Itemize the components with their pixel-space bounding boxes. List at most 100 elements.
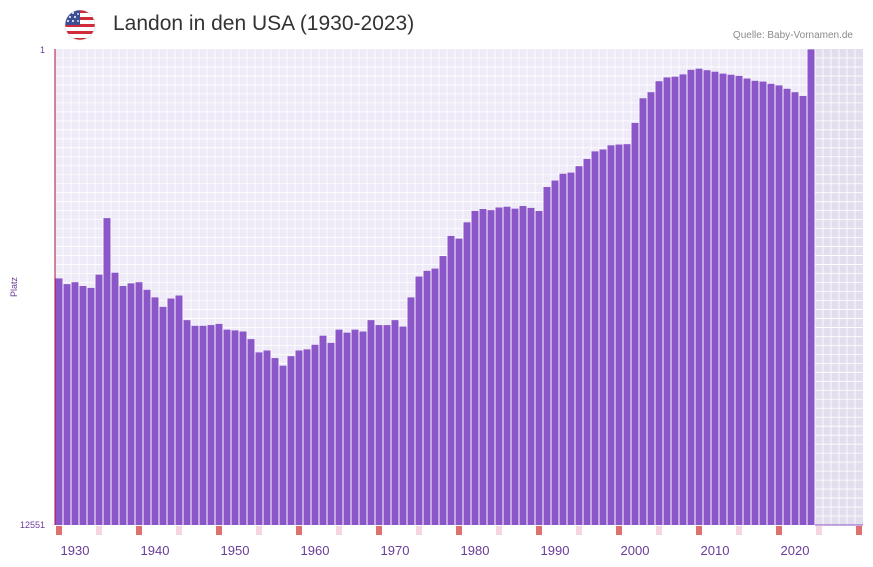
bar [695,68,703,525]
bar [511,208,519,526]
bar [143,289,151,525]
bar [495,207,503,525]
decade-marker [296,526,302,535]
bar [335,329,343,525]
bar [71,282,79,525]
half-decade-marker [416,526,422,535]
decade-marker [616,526,622,535]
bar [255,352,263,525]
decade-marker [776,526,782,535]
decade-marker [856,526,862,535]
x-tick-label: 1950 [221,543,250,558]
bar [463,222,471,525]
bar [263,350,271,525]
bar [103,218,111,525]
bar [311,344,319,525]
bar [623,144,631,525]
bar [487,210,495,525]
bar [759,81,767,526]
bar [711,71,719,525]
bar [127,283,135,525]
bar [343,332,351,525]
bar [295,350,303,525]
decade-marker [536,526,542,535]
bar [111,272,119,525]
x-tick-label: 2010 [701,543,730,558]
bar [583,158,591,525]
bar [751,80,759,525]
bar [279,365,287,525]
bar [615,144,623,525]
bar [727,74,735,526]
us-flag-icon [64,9,96,41]
bar [367,320,375,525]
bar [503,206,511,525]
bar [399,326,407,525]
bar [191,325,199,525]
decade-marker [216,526,222,535]
source-label: Quelle: Baby-Vornamen.de [732,30,853,41]
bar [775,85,783,525]
bar [783,88,791,525]
bar [247,339,255,525]
chart-title: Landon in den USA (1930-2023) [113,12,415,35]
bar [767,83,775,526]
bar [519,205,527,526]
bar [151,297,159,525]
half-decade-marker [496,526,502,535]
bar [439,256,447,525]
bar [687,69,695,525]
bar [671,76,679,525]
bar [95,274,103,525]
bar [223,329,231,525]
bar [215,323,223,525]
bar [375,325,383,525]
bar [167,298,175,525]
x-tick-label: 1940 [141,543,170,558]
bar [183,320,191,525]
bar [791,92,799,525]
decade-marker [696,526,702,535]
bar [359,331,367,525]
bar [319,335,327,525]
bar [599,149,607,525]
y-tick-label: 12551 [20,520,45,530]
bar [239,331,247,525]
bar [159,306,167,525]
half-decade-marker [576,526,582,535]
bar [383,325,391,525]
bar [199,325,207,525]
tick-labels: 1930 1940 1950 1960 1970 1980 1990 2000 2010 2020… [9,45,809,558]
decade-marker [56,526,62,535]
bar [431,268,439,525]
bar [655,81,663,526]
bar [447,235,455,525]
bar [287,356,295,525]
y-axis-label: Platz [9,276,19,297]
bar [207,325,215,525]
bar [719,73,727,526]
decade-marker [136,526,142,535]
decade-marker [456,526,462,535]
bar [455,238,463,525]
bar [423,270,431,525]
bar [591,151,599,525]
bar [807,49,815,526]
half-decade-marker [736,526,742,535]
bar [231,330,239,525]
bar [271,358,279,525]
half-decade-marker [256,526,262,535]
bar [663,77,671,525]
bar [639,98,647,525]
bar [175,295,183,525]
bar [631,122,639,525]
bar [735,75,743,525]
x-tick-label: 1980 [461,543,490,558]
bar [471,210,479,525]
x-tick-label: 2020 [781,543,810,558]
bar [527,207,535,525]
half-decade-marker [656,526,662,535]
half-decade-marker [176,526,182,535]
x-tick-label: 1960 [301,543,330,558]
